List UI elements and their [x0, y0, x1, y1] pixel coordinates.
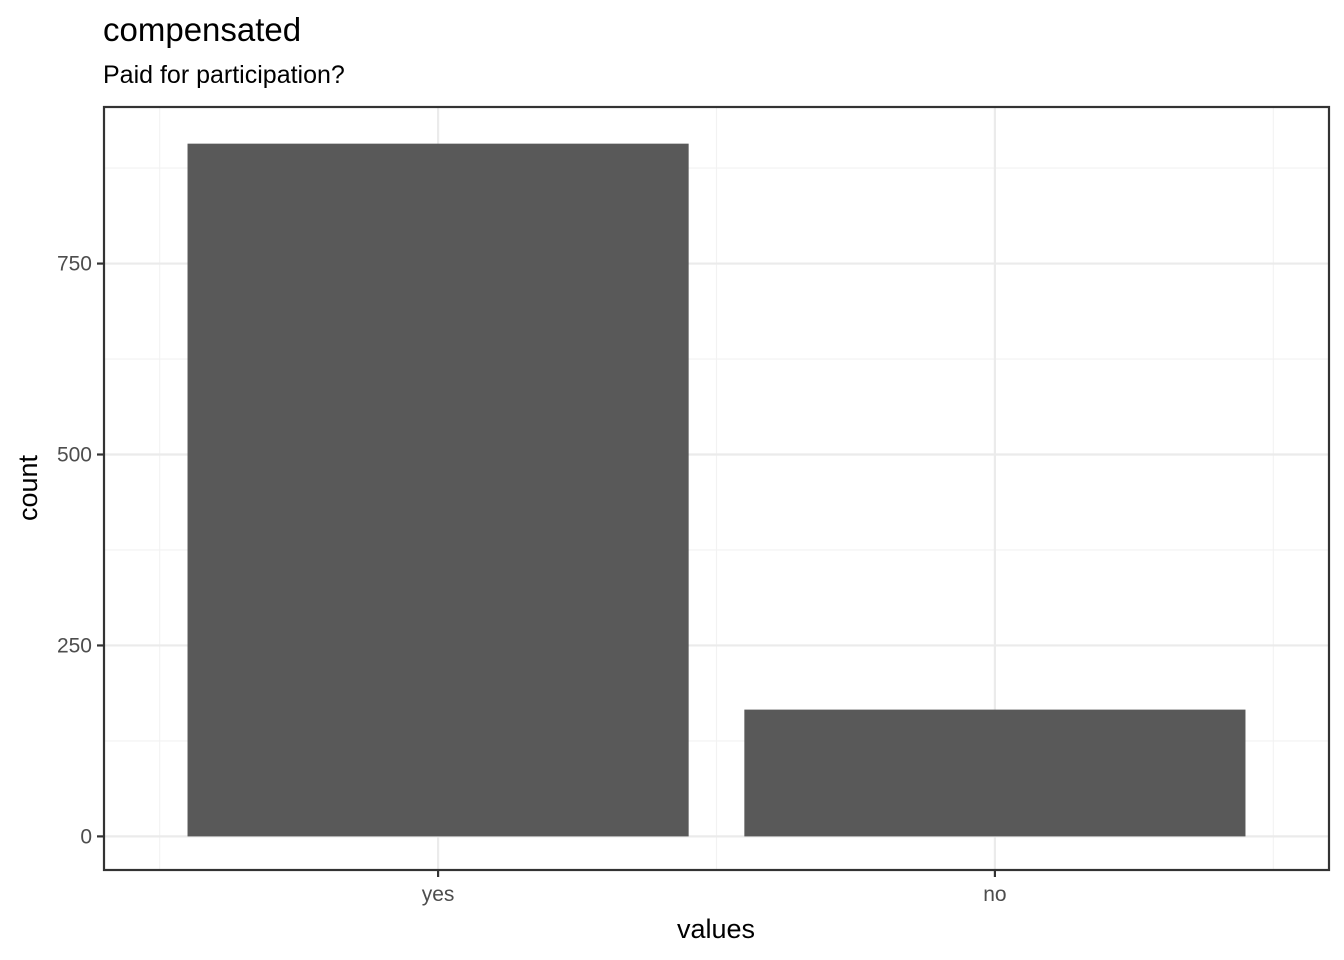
y-tick-labels: 0 250 500 750	[57, 253, 92, 849]
y-tick-label: 0	[80, 825, 92, 848]
x-tick-label: yes	[422, 883, 455, 906]
x-tick-label: no	[983, 883, 1006, 906]
x-axis-title: values	[677, 914, 755, 944]
chart-subtitle: Paid for participation?	[103, 61, 345, 89]
y-axis-title: count	[13, 454, 43, 521]
y-tick-label: 500	[57, 444, 92, 467]
bars	[187, 143, 1246, 837]
chart-title: compensated	[103, 11, 301, 48]
bar-yes	[187, 143, 689, 837]
y-tick-label: 750	[57, 253, 92, 276]
bar-no	[744, 709, 1246, 837]
y-tick-label: 250	[57, 634, 92, 657]
axis-ticks	[97, 262, 997, 877]
x-tick-labels: yes no	[422, 883, 1007, 906]
panel-border	[102, 105, 1331, 872]
